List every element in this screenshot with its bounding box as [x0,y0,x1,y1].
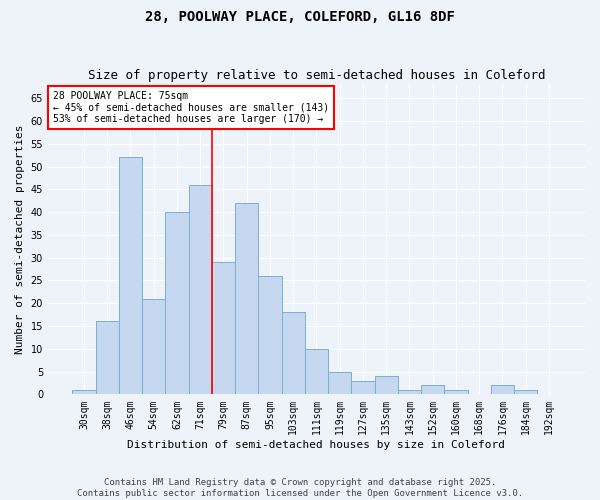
Bar [328,372,352,394]
Y-axis label: Number of semi-detached properties: Number of semi-detached properties [15,124,25,354]
Bar [212,262,235,394]
Bar [305,349,328,395]
Bar [188,185,212,394]
Bar [166,212,188,394]
Bar [374,376,398,394]
Bar [445,390,467,394]
Bar [352,380,374,394]
Bar [398,390,421,394]
Title: Size of property relative to semi-detached houses in Coleford: Size of property relative to semi-detach… [88,69,545,82]
Bar [514,390,538,394]
Bar [421,385,445,394]
Text: 28, POOLWAY PLACE, COLEFORD, GL16 8DF: 28, POOLWAY PLACE, COLEFORD, GL16 8DF [145,10,455,24]
Text: 28 POOLWAY PLACE: 75sqm
← 45% of semi-detached houses are smaller (143)
53% of s: 28 POOLWAY PLACE: 75sqm ← 45% of semi-de… [53,91,329,124]
Text: Contains HM Land Registry data © Crown copyright and database right 2025.
Contai: Contains HM Land Registry data © Crown c… [77,478,523,498]
Bar [281,312,305,394]
Bar [491,385,514,394]
Bar [259,276,281,394]
Bar [95,322,119,394]
X-axis label: Distribution of semi-detached houses by size in Coleford: Distribution of semi-detached houses by … [127,440,505,450]
Bar [119,158,142,394]
Bar [73,390,95,394]
Bar [235,203,259,394]
Bar [142,298,166,394]
